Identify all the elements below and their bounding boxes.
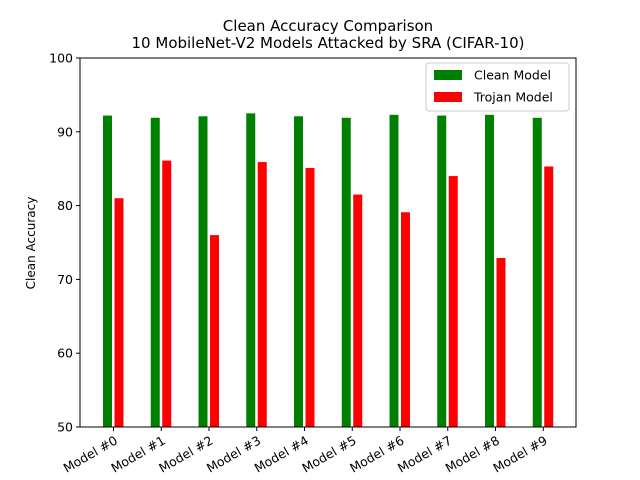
legend-swatch-trojan (434, 92, 462, 102)
bar-clean-8 (485, 114, 494, 427)
bar-trojan-6 (401, 212, 410, 427)
plot-frame (79, 57, 577, 428)
bar-clean-5 (341, 117, 351, 427)
y-tick-label: 60 (57, 346, 73, 361)
bar-trojan-9 (544, 166, 554, 428)
chart-title: Clean Accuracy Comparison (223, 17, 433, 35)
legend-label-trojan: Trojan Model (473, 90, 553, 105)
y-tick-label: 90 (57, 124, 73, 139)
bar-clean-2 (198, 116, 208, 428)
bar-clean-3 (246, 113, 256, 427)
bar-trojan-1 (162, 160, 172, 427)
bar-trojan-5 (353, 194, 363, 427)
bar-trojan-8 (496, 258, 506, 427)
bar-trojan-4 (305, 167, 315, 427)
y-axis-label: Clean Accuracy (24, 197, 38, 290)
bar-clean-9 (532, 117, 542, 427)
bar-trojan-2 (210, 235, 219, 427)
bar-trojan-0 (114, 198, 124, 427)
y-tick-label: 50 (57, 420, 73, 435)
bar-trojan-7 (448, 176, 458, 427)
legend-label-clean: Clean Model (474, 68, 551, 83)
legend-swatch-clean (434, 70, 462, 80)
bar-clean-1 (150, 117, 160, 427)
bar-clean-7 (437, 115, 447, 427)
x-tick-label: Model #9 (490, 433, 549, 476)
y-tick-label: 80 (57, 198, 73, 213)
bar-clean-6 (389, 114, 399, 427)
y-ticks-group: 50 60 70 80 90 100 (49, 51, 80, 435)
bar-clean-4 (294, 116, 303, 428)
y-tick-label: 100 (49, 51, 73, 66)
bars-group (103, 113, 554, 428)
legend: Clean Model Trojan Model (425, 62, 570, 112)
bar-trojan-3 (257, 162, 267, 427)
chart-subtitle: 10 MobileNet-V2 Models Attacked by SRA (… (132, 34, 525, 52)
y-tick-label: 70 (57, 272, 73, 287)
bar-clean-0 (103, 115, 112, 427)
